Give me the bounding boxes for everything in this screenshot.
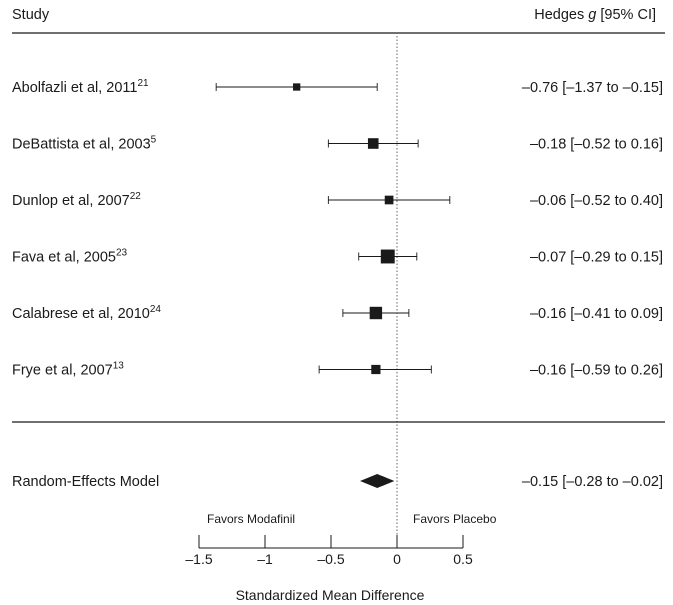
study-row: DeBattista et al, 20035 –0.18 [–0.52 to 0… — [12, 135, 663, 153]
summary-diamond — [360, 474, 395, 488]
effect-square — [369, 306, 383, 320]
study-label: Abolfazli et al, 201121 — [12, 78, 149, 96]
favors-right-note: Favors Placebo — [413, 512, 497, 526]
study-row: Frye et al, 200713 –0.16 [–0.59 to 0.26] — [12, 361, 663, 379]
study-ci-text: –0.18 [–0.52 to 0.16] — [530, 137, 663, 153]
study-row: Dunlop et al, 200722 –0.06 [–0.52 to 0.40… — [12, 191, 663, 209]
summary-label: Random-Effects Model — [12, 474, 159, 490]
summary-ci-text: –0.15 [–0.28 to –0.02] — [522, 474, 663, 490]
x-tick-label: –1.5 — [185, 551, 212, 567]
study-ci-text: –0.16 [–0.59 to 0.26] — [530, 363, 663, 379]
study-label: Fava et al, 200523 — [12, 248, 128, 266]
header-effect-label: Hedges g [95% CI] — [534, 7, 656, 23]
x-axis-title: Standardized Mean Difference — [236, 587, 425, 603]
study-row: Calabrese et al, 201024 –0.16 [–0.41 to 0… — [12, 304, 663, 322]
study-label: DeBattista et al, 20035 — [12, 135, 157, 153]
x-axis: –1.5 –1 –0.5 0 0.5 — [185, 535, 473, 567]
study-ci-text: –0.76 [–1.37 to –0.15] — [522, 80, 663, 96]
study-row: Abolfazli et al, 201121 –0.76 [–1.37 to –… — [12, 78, 663, 96]
effect-square — [371, 364, 381, 375]
x-tick-label: –1 — [257, 551, 273, 567]
favors-left-note: Favors Modafinil — [207, 512, 295, 526]
study-label: Frye et al, 200713 — [12, 361, 124, 379]
x-tick-label: 0 — [393, 551, 401, 567]
x-tick-label: –0.5 — [317, 551, 344, 567]
study-ci-text: –0.06 [–0.52 to 0.40] — [530, 193, 663, 209]
study-ci-text: –0.07 [–0.29 to 0.15] — [530, 250, 663, 266]
x-tick-label: 0.5 — [453, 551, 473, 567]
study-label: Calabrese et al, 201024 — [12, 304, 161, 322]
study-ci-text: –0.16 [–0.41 to 0.09] — [530, 306, 663, 322]
header-study-label: Study — [12, 7, 50, 23]
study-label: Dunlop et al, 200722 — [12, 191, 141, 209]
effect-square — [293, 83, 301, 91]
effect-square — [380, 249, 395, 264]
effect-square — [367, 138, 379, 149]
effect-square — [384, 195, 394, 205]
study-rows: Abolfazli et al, 201121 –0.76 [–1.37 to –… — [12, 78, 663, 379]
study-row: Fava et al, 200523 –0.07 [–0.29 to 0.15] — [12, 248, 663, 266]
